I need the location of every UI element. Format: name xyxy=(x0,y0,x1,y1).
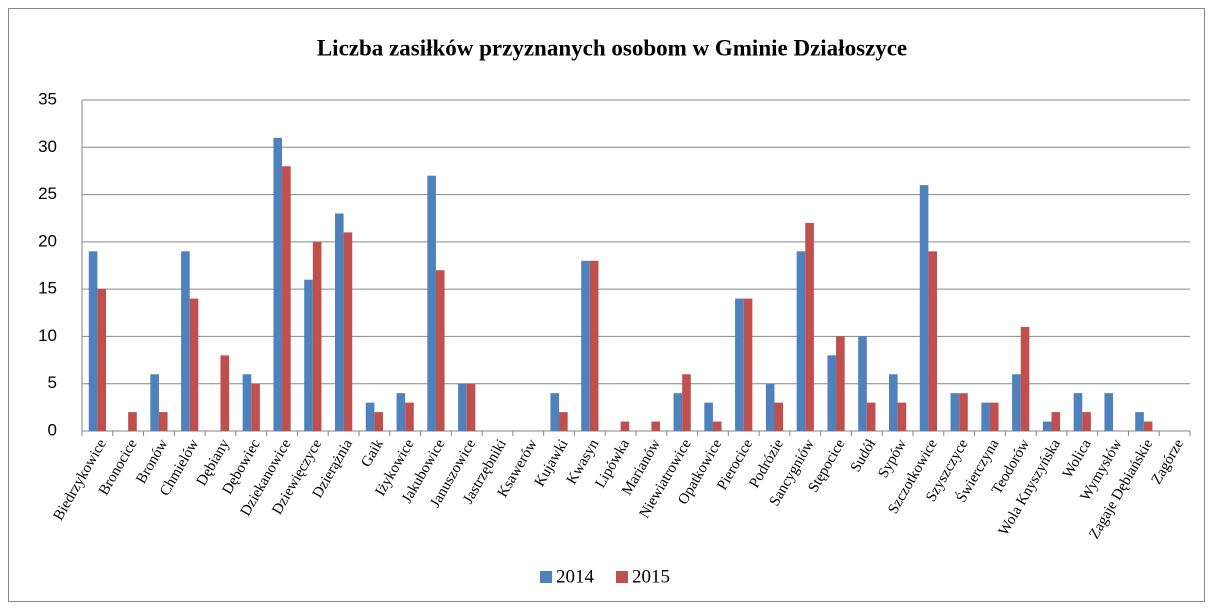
legend-swatch xyxy=(616,571,628,583)
bar xyxy=(673,393,683,431)
bar xyxy=(1073,393,1083,431)
y-tick-label: 20 xyxy=(38,231,57,250)
bar xyxy=(858,336,867,431)
bar xyxy=(765,383,775,431)
bar xyxy=(97,289,107,431)
y-tick-label: 0 xyxy=(48,420,57,439)
bar xyxy=(682,374,691,431)
bar xyxy=(981,402,990,431)
bar xyxy=(735,298,744,431)
bar xyxy=(189,298,199,431)
bar xyxy=(919,185,929,431)
bar xyxy=(1012,374,1021,431)
bar xyxy=(620,421,630,431)
bar xyxy=(150,374,159,431)
bar xyxy=(374,412,384,431)
bar xyxy=(1143,421,1153,431)
y-tick-label: 10 xyxy=(38,326,57,345)
legend-label: 2014 xyxy=(556,566,595,587)
bar xyxy=(312,241,322,431)
legend-swatch xyxy=(540,571,552,583)
bar xyxy=(181,251,190,431)
bar xyxy=(589,260,599,431)
bar xyxy=(334,213,344,431)
bar xyxy=(743,298,753,431)
bar xyxy=(1082,412,1091,431)
bar xyxy=(559,412,568,431)
bar xyxy=(1135,412,1144,431)
legend-label: 2015 xyxy=(632,566,670,587)
bar xyxy=(774,402,784,431)
chart-border xyxy=(8,8,1205,602)
bar xyxy=(959,393,968,431)
bar xyxy=(581,260,590,431)
bar xyxy=(712,421,722,431)
bar xyxy=(897,402,907,431)
bar xyxy=(805,222,814,431)
bar xyxy=(435,270,445,431)
bar xyxy=(88,251,98,431)
y-tick-label: 5 xyxy=(48,373,57,392)
bar xyxy=(866,402,876,431)
bar xyxy=(365,402,375,431)
bar xyxy=(242,374,252,431)
bar xyxy=(550,393,560,431)
chart-title: Liczba zasiłków przyznanych osobom w Gmi… xyxy=(317,35,907,60)
bar xyxy=(282,166,291,431)
bar xyxy=(251,383,260,431)
bar xyxy=(827,355,837,431)
bar xyxy=(273,137,283,432)
bar xyxy=(304,279,313,431)
bar xyxy=(928,251,938,431)
bar xyxy=(651,421,661,431)
bar xyxy=(466,383,476,431)
bar xyxy=(158,412,168,431)
bar xyxy=(989,402,999,431)
y-tick-label: 35 xyxy=(38,89,57,108)
bar xyxy=(704,402,713,431)
bar xyxy=(950,393,960,431)
bar xyxy=(343,232,353,431)
y-tick-label: 30 xyxy=(38,137,57,156)
bar xyxy=(128,412,137,431)
bar xyxy=(888,374,898,431)
bar xyxy=(836,336,845,431)
bar xyxy=(427,175,436,431)
y-tick-label: 15 xyxy=(38,279,57,298)
bar xyxy=(796,251,806,431)
bar xyxy=(1104,393,1114,431)
bar xyxy=(458,383,467,431)
y-tick-label: 25 xyxy=(38,184,57,203)
bar xyxy=(1020,326,1030,431)
bar xyxy=(1051,412,1061,431)
bar xyxy=(220,355,230,431)
bar xyxy=(396,393,406,431)
bar xyxy=(1042,421,1052,431)
bar xyxy=(405,402,414,431)
